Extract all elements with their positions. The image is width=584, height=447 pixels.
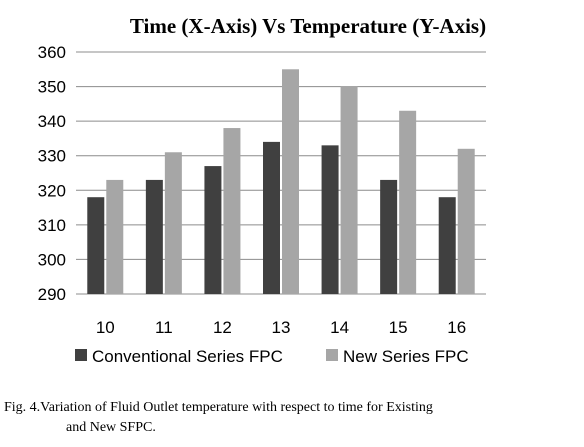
y-tick-label: 330 [38,147,66,166]
x-tick-label: 16 [447,318,466,337]
y-tick-label: 310 [38,216,66,235]
bar-conventional-13 [263,141,280,294]
legend-swatch-conventional [75,349,87,361]
y-axis-ticks: 290 300 310 320 330 340 350 360 [38,43,66,304]
caption-line-1: Fig. 4.Variation of Fluid Outlet tempera… [4,400,433,415]
bar-new-13 [282,69,299,295]
legend-swatch-new [326,349,338,361]
bar-conventional-10 [87,197,105,294]
bar-conventional-16 [438,197,456,294]
x-tick-label: 15 [389,318,408,337]
x-tick-label: 12 [213,318,232,337]
bar-conventional-12 [204,166,222,294]
gridlines [76,51,486,295]
x-tick-label: 11 [155,318,173,337]
bar-new-10 [106,179,124,294]
bar-new-11 [164,152,182,294]
legend-label-conventional: Conventional Series FPC [92,347,283,366]
bar-conventional-14 [321,145,339,294]
bar-new-15 [399,110,417,295]
bar-new-14 [340,86,358,294]
x-axis-ticks: 10 11 12 13 14 15 16 [96,318,466,337]
x-tick-label: 14 [330,318,349,337]
bar-conventional-15 [380,179,398,294]
chart-title: Time (X-Axis) Vs Temperature (Y-Axis) [130,14,486,38]
legend: Conventional Series FPC New Series FPC [75,347,469,366]
y-tick-label: 320 [38,181,66,200]
bars [87,69,475,295]
y-tick-label: 340 [38,112,66,131]
chart: Time (X-Axis) Vs Temperature (Y-Axis) 29… [38,14,486,366]
bar-conventional-11 [145,179,163,294]
y-tick-label: 350 [38,78,66,97]
caption-line-2: and New SFPC. [66,420,156,435]
y-tick-label: 290 [38,285,66,304]
figure-caption: Fig. 4.Variation of Fluid Outlet tempera… [4,398,580,438]
y-tick-label: 300 [38,250,66,269]
legend-label-new: New Series FPC [343,347,469,366]
x-tick-label: 10 [96,318,115,337]
bar-new-12 [223,128,241,294]
bar-new-16 [457,148,475,294]
x-tick-label: 13 [272,318,291,337]
y-tick-label: 360 [38,43,66,62]
